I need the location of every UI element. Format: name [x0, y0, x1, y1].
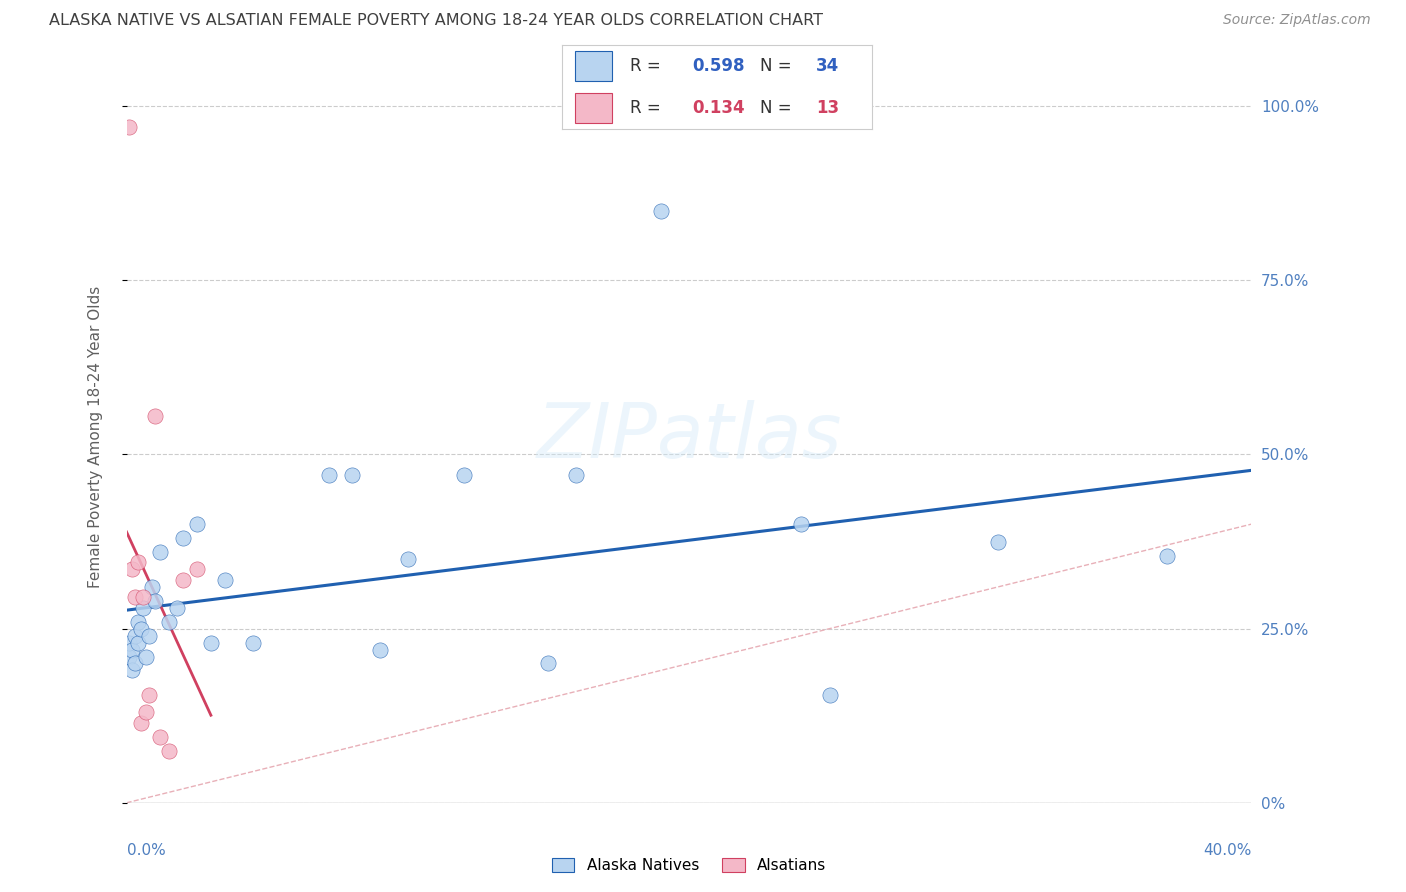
Point: [537, 657, 560, 671]
Point: [129, 715, 152, 730]
Point: [138, 629, 160, 643]
Point: [118, 635, 141, 649]
Point: [166, 600, 188, 615]
Bar: [575, 93, 612, 122]
Point: [127, 615, 149, 629]
Point: [157, 615, 180, 629]
Point: [242, 635, 264, 649]
Point: [172, 573, 194, 587]
Text: R =: R =: [630, 57, 666, 75]
Point: [135, 649, 157, 664]
Y-axis label: Female Poverty Among 18-24 Year Olds: Female Poverty Among 18-24 Year Olds: [89, 286, 103, 588]
Text: R =: R =: [630, 99, 666, 117]
Point: [200, 635, 222, 649]
Point: [368, 642, 391, 657]
Text: 34: 34: [815, 57, 839, 75]
Point: [132, 600, 155, 615]
Point: [118, 649, 141, 664]
Point: [143, 409, 166, 424]
Point: [121, 664, 143, 678]
Text: 40.0%: 40.0%: [1204, 843, 1251, 858]
Point: [127, 556, 149, 570]
Text: Source: ZipAtlas.com: Source: ZipAtlas.com: [1223, 13, 1371, 28]
Bar: [575, 52, 612, 81]
Point: [1156, 549, 1178, 563]
Point: [135, 705, 157, 719]
Text: 13: 13: [815, 99, 839, 117]
Point: [157, 743, 180, 757]
Text: ZIPatlas: ZIPatlas: [536, 401, 842, 474]
Text: 0.134: 0.134: [692, 99, 745, 117]
Point: [318, 468, 340, 483]
Point: [650, 203, 672, 218]
Text: N =: N =: [761, 99, 797, 117]
Text: ALASKA NATIVE VS ALSATIAN FEMALE POVERTY AMONG 18-24 YEAR OLDS CORRELATION CHART: ALASKA NATIVE VS ALSATIAN FEMALE POVERTY…: [49, 13, 823, 29]
Point: [124, 591, 146, 605]
Point: [172, 531, 194, 545]
Point: [396, 552, 419, 566]
Text: N =: N =: [761, 57, 797, 75]
Point: [818, 688, 841, 702]
Point: [214, 573, 236, 587]
Point: [124, 657, 146, 671]
Point: [790, 517, 813, 532]
Point: [565, 468, 588, 483]
Point: [143, 594, 166, 608]
Point: [127, 635, 149, 649]
Point: [129, 622, 152, 636]
Text: 0.598: 0.598: [692, 57, 745, 75]
Point: [132, 591, 155, 605]
Point: [124, 629, 146, 643]
Point: [453, 468, 475, 483]
Point: [118, 120, 141, 134]
Point: [141, 580, 163, 594]
Text: 0.0%: 0.0%: [127, 843, 166, 858]
Point: [186, 517, 208, 532]
Point: [186, 562, 208, 576]
Point: [149, 545, 172, 559]
Point: [987, 534, 1010, 549]
Point: [340, 468, 363, 483]
Point: [149, 730, 172, 744]
Legend: Alaska Natives, Alsatians: Alaska Natives, Alsatians: [546, 852, 832, 880]
Point: [121, 642, 143, 657]
Point: [138, 688, 160, 702]
Point: [121, 562, 143, 576]
